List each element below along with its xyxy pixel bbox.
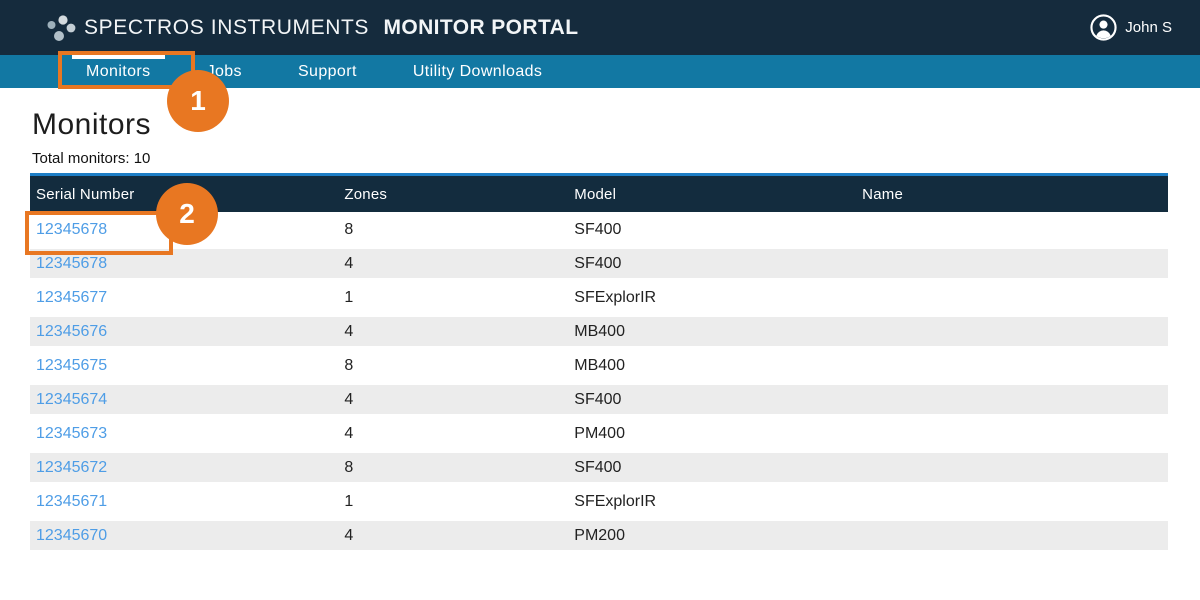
table-row: 12345671 1 SFExplorIR: [30, 484, 1168, 518]
model-cell: MB400: [568, 348, 857, 382]
main-nav: Monitors Jobs Support Utility Downloads: [0, 54, 1200, 88]
tab-label: Jobs: [206, 62, 242, 80]
zones-cell: 4: [338, 382, 569, 416]
table-row: 12345677 1 SFExplorIR: [30, 280, 1168, 314]
serial-number-link[interactable]: 12345678: [36, 220, 108, 238]
tab-label: Monitors: [86, 62, 151, 80]
monitors-table-container: Serial Number Zones Model Name 12345678 8…: [30, 173, 1168, 552]
name-cell: [856, 246, 1168, 280]
serial-number-cell: 12345676: [30, 314, 339, 348]
name-cell: [856, 314, 1168, 348]
serial-number-link[interactable]: 12345670: [36, 526, 108, 544]
name-cell: [856, 348, 1168, 382]
serial-number-link[interactable]: 12345678: [36, 254, 108, 272]
table-row: 12345675 8 MB400: [30, 348, 1168, 382]
serial-number-cell: 12345672: [30, 450, 339, 484]
serial-number-cell: 12345673: [30, 416, 339, 450]
model-cell: SF400: [568, 212, 857, 246]
table-row: 12345678 8 SF400: [30, 212, 1168, 246]
serial-number-cell: 12345670: [30, 518, 339, 552]
serial-number-link[interactable]: 12345672: [36, 458, 108, 476]
monitors-table: Serial Number Zones Model Name 12345678 8…: [30, 176, 1168, 552]
model-cell: SFExplorIR: [568, 280, 857, 314]
serial-number-link[interactable]: 12345674: [36, 390, 108, 408]
zones-cell: 8: [338, 450, 569, 484]
name-cell: [856, 212, 1168, 246]
column-header-name[interactable]: Name: [856, 176, 1168, 212]
spectros-logo-icon: [47, 14, 76, 41]
model-cell: SF400: [568, 450, 857, 484]
serial-number-cell: 12345674: [30, 382, 339, 416]
serial-number-cell: 12345678: [30, 212, 339, 246]
user-name: John S: [1125, 19, 1172, 36]
model-cell: PM200: [568, 518, 857, 552]
tab-utility-downloads[interactable]: Utility Downloads: [385, 55, 571, 88]
active-tab-indicator: [72, 54, 165, 59]
table-row: 12345674 4 SF400: [30, 382, 1168, 416]
serial-number-link[interactable]: 12345671: [36, 492, 108, 510]
table-row: 12345670 4 PM200: [30, 518, 1168, 552]
user-avatar-icon: [1090, 14, 1117, 41]
tab-support[interactable]: Support: [270, 55, 385, 88]
model-cell: SFExplorIR: [568, 484, 857, 518]
zones-cell: 4: [338, 416, 569, 450]
model-cell: SF400: [568, 382, 857, 416]
zones-cell: 4: [338, 314, 569, 348]
name-cell: [856, 382, 1168, 416]
brand-secondary: MONITOR PORTAL: [383, 15, 579, 39]
name-cell: [856, 416, 1168, 450]
zones-cell: 8: [338, 212, 569, 246]
table-row: 12345676 4 MB400: [30, 314, 1168, 348]
table-row: 12345678 4 SF400: [30, 246, 1168, 280]
serial-number-cell: 12345677: [30, 280, 339, 314]
column-header-zones[interactable]: Zones: [338, 176, 569, 212]
name-cell: [856, 280, 1168, 314]
tab-jobs[interactable]: Jobs: [179, 55, 270, 88]
zones-cell: 4: [338, 246, 569, 280]
name-cell: [856, 484, 1168, 518]
serial-number-link[interactable]: 12345677: [36, 288, 108, 306]
brand-primary: SPECTROS INSTRUMENTS: [84, 15, 370, 39]
serial-number-link[interactable]: 12345673: [36, 424, 108, 442]
table-row: 12345672 8 SF400: [30, 450, 1168, 484]
column-header-serial-number[interactable]: Serial Number: [30, 176, 339, 212]
tab-label: Support: [297, 62, 357, 80]
column-header-model[interactable]: Model: [568, 176, 857, 212]
serial-number-cell: 12345678: [30, 246, 339, 280]
model-cell: PM400: [568, 416, 857, 450]
zones-cell: 4: [338, 518, 569, 552]
user-menu[interactable]: John S: [1090, 14, 1172, 41]
app-header: SPECTROS INSTRUMENTS MONITOR PORTAL John…: [0, 0, 1200, 55]
model-cell: SF400: [568, 246, 857, 280]
tab-label: Utility Downloads: [412, 62, 543, 80]
zones-cell: 1: [338, 484, 569, 518]
zones-cell: 8: [338, 348, 569, 382]
brand-title: SPECTROS INSTRUMENTS MONITOR PORTAL: [84, 16, 578, 40]
name-cell: [856, 450, 1168, 484]
table-row: 12345673 4 PM400: [30, 416, 1168, 450]
tab-monitors[interactable]: Monitors: [58, 54, 179, 88]
serial-number-link[interactable]: 12345675: [36, 356, 108, 374]
serial-number-cell: 12345671: [30, 484, 339, 518]
serial-number-cell: 12345675: [30, 348, 339, 382]
model-cell: MB400: [568, 314, 857, 348]
table-top-accent-line: [30, 173, 1168, 176]
table-header-row: Serial Number Zones Model Name: [30, 176, 1168, 212]
zones-cell: 1: [338, 280, 569, 314]
name-cell: [856, 518, 1168, 552]
total-monitors-label: Total monitors: 10: [32, 150, 151, 167]
page-title: Monitors: [32, 108, 152, 141]
serial-number-link[interactable]: 12345676: [36, 322, 108, 340]
